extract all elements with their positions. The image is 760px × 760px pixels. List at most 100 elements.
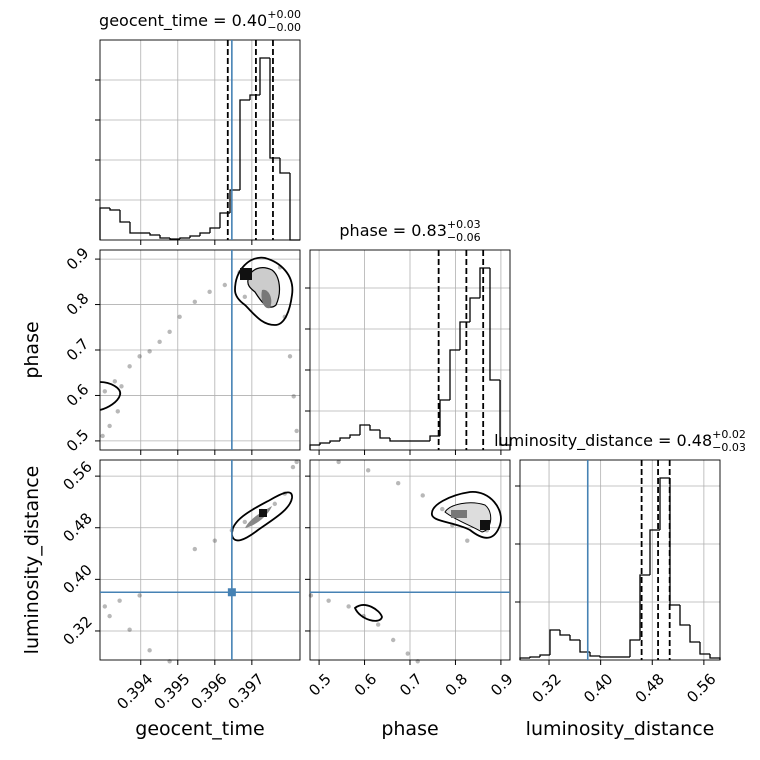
panel-frame [100, 460, 300, 660]
sample-point [326, 598, 331, 603]
histogram-step [539, 654, 550, 657]
title-upper-error: +0.03 [447, 218, 481, 231]
histogram-step [579, 640, 590, 653]
sample-point [102, 604, 108, 609]
histogram-step [209, 227, 220, 233]
sample-point [107, 423, 112, 429]
contour [99, 381, 122, 411]
contour [353, 604, 383, 622]
x-axis-label: geocent_time [135, 718, 264, 740]
histogram-step [179, 237, 190, 239]
sample-point [127, 364, 132, 369]
panel-border [309, 249, 511, 451]
histogram-step [149, 233, 160, 236]
y-axis-label: luminosity_distance [21, 466, 43, 655]
histogram-step [259, 57, 270, 95]
contour [234, 256, 294, 326]
sample-point [465, 538, 470, 543]
histogram-step [109, 208, 120, 211]
title-lower-error: −0.06 [447, 231, 481, 244]
histogram-step [229, 189, 240, 213]
title-text: phase = 0.83 [339, 221, 446, 240]
sample-point [117, 598, 122, 603]
histogram-step [169, 238, 180, 240]
sample-point [440, 506, 445, 512]
sample-point [115, 409, 120, 414]
histogram-step [349, 434, 360, 438]
histogram-step [389, 438, 400, 442]
sample-point [242, 294, 248, 300]
histogram-step [319, 442, 330, 445]
panel-border [309, 459, 511, 661]
histogram-step [659, 477, 670, 530]
histogram-step [129, 222, 140, 234]
histogram-step [589, 652, 600, 657]
x-axis-label: luminosity_distance [526, 718, 715, 740]
sample-point [294, 428, 299, 434]
sample-point [365, 468, 371, 473]
histogram-step [479, 267, 490, 298]
title-text: luminosity_distance = 0.48 [494, 431, 712, 451]
title-upper-error: +0.02 [712, 428, 746, 441]
histogram-step [599, 656, 610, 658]
histogram-step [199, 232, 210, 236]
sample-point [242, 519, 248, 525]
histogram-step [279, 158, 290, 174]
contour-core [451, 510, 467, 518]
sample-point [177, 314, 182, 320]
sample-point [336, 459, 341, 465]
sample-point [147, 349, 152, 354]
contour-core [240, 268, 252, 280]
title-text: geocent_time = 0.40 [99, 11, 267, 31]
histogram-step [269, 58, 280, 159]
contour [431, 491, 502, 539]
histogram-step [339, 437, 350, 441]
contour-core [480, 520, 490, 530]
histogram-step [359, 424, 370, 435]
truth-marker [227, 588, 236, 597]
sample-point [137, 593, 142, 598]
sample-point [420, 493, 425, 498]
panel-frame [520, 460, 720, 660]
panel-border [99, 459, 301, 661]
sample-point [207, 289, 212, 295]
panel-title: phase = 0.83 +0.03−0.06 [339, 218, 480, 244]
y-axis-label: phase [21, 321, 43, 378]
histogram-step [649, 529, 660, 575]
sample-point [192, 299, 198, 305]
sample-point [157, 339, 162, 345]
x-axis-label: phase [381, 718, 438, 740]
title-upper-error: +0.00 [267, 8, 301, 21]
sample-point [100, 433, 105, 439]
histogram-step [629, 639, 640, 657]
contour-core [259, 509, 267, 517]
histogram-step [329, 440, 340, 443]
histogram-step [699, 642, 710, 655]
histogram-step [559, 630, 570, 636]
histogram-step [379, 430, 390, 439]
sample-point [287, 354, 293, 359]
histogram-step [369, 425, 380, 431]
sample-point [192, 546, 198, 552]
panel-border [99, 39, 301, 241]
histogram-step [429, 435, 440, 441]
sample-point [137, 354, 142, 359]
sample-point [127, 627, 132, 632]
histogram-step [549, 629, 560, 655]
histogram-step [529, 656, 540, 658]
histogram-step [189, 235, 200, 238]
histogram-step [219, 212, 230, 228]
histogram-step [679, 605, 690, 626]
contour [231, 491, 293, 542]
plot-layer: geocent_time = 0.40 +0.00−0.00 phase = 0.8… [99, 8, 746, 664]
histogram-step [119, 210, 130, 223]
histogram-step [569, 635, 580, 641]
sample-point [346, 604, 351, 609]
title-lower-error: −0.00 [267, 21, 301, 34]
sample-point [294, 459, 299, 465]
sample-point [212, 538, 218, 543]
sample-point [291, 394, 296, 399]
sample-point [405, 651, 410, 656]
histogram-step [159, 235, 170, 239]
